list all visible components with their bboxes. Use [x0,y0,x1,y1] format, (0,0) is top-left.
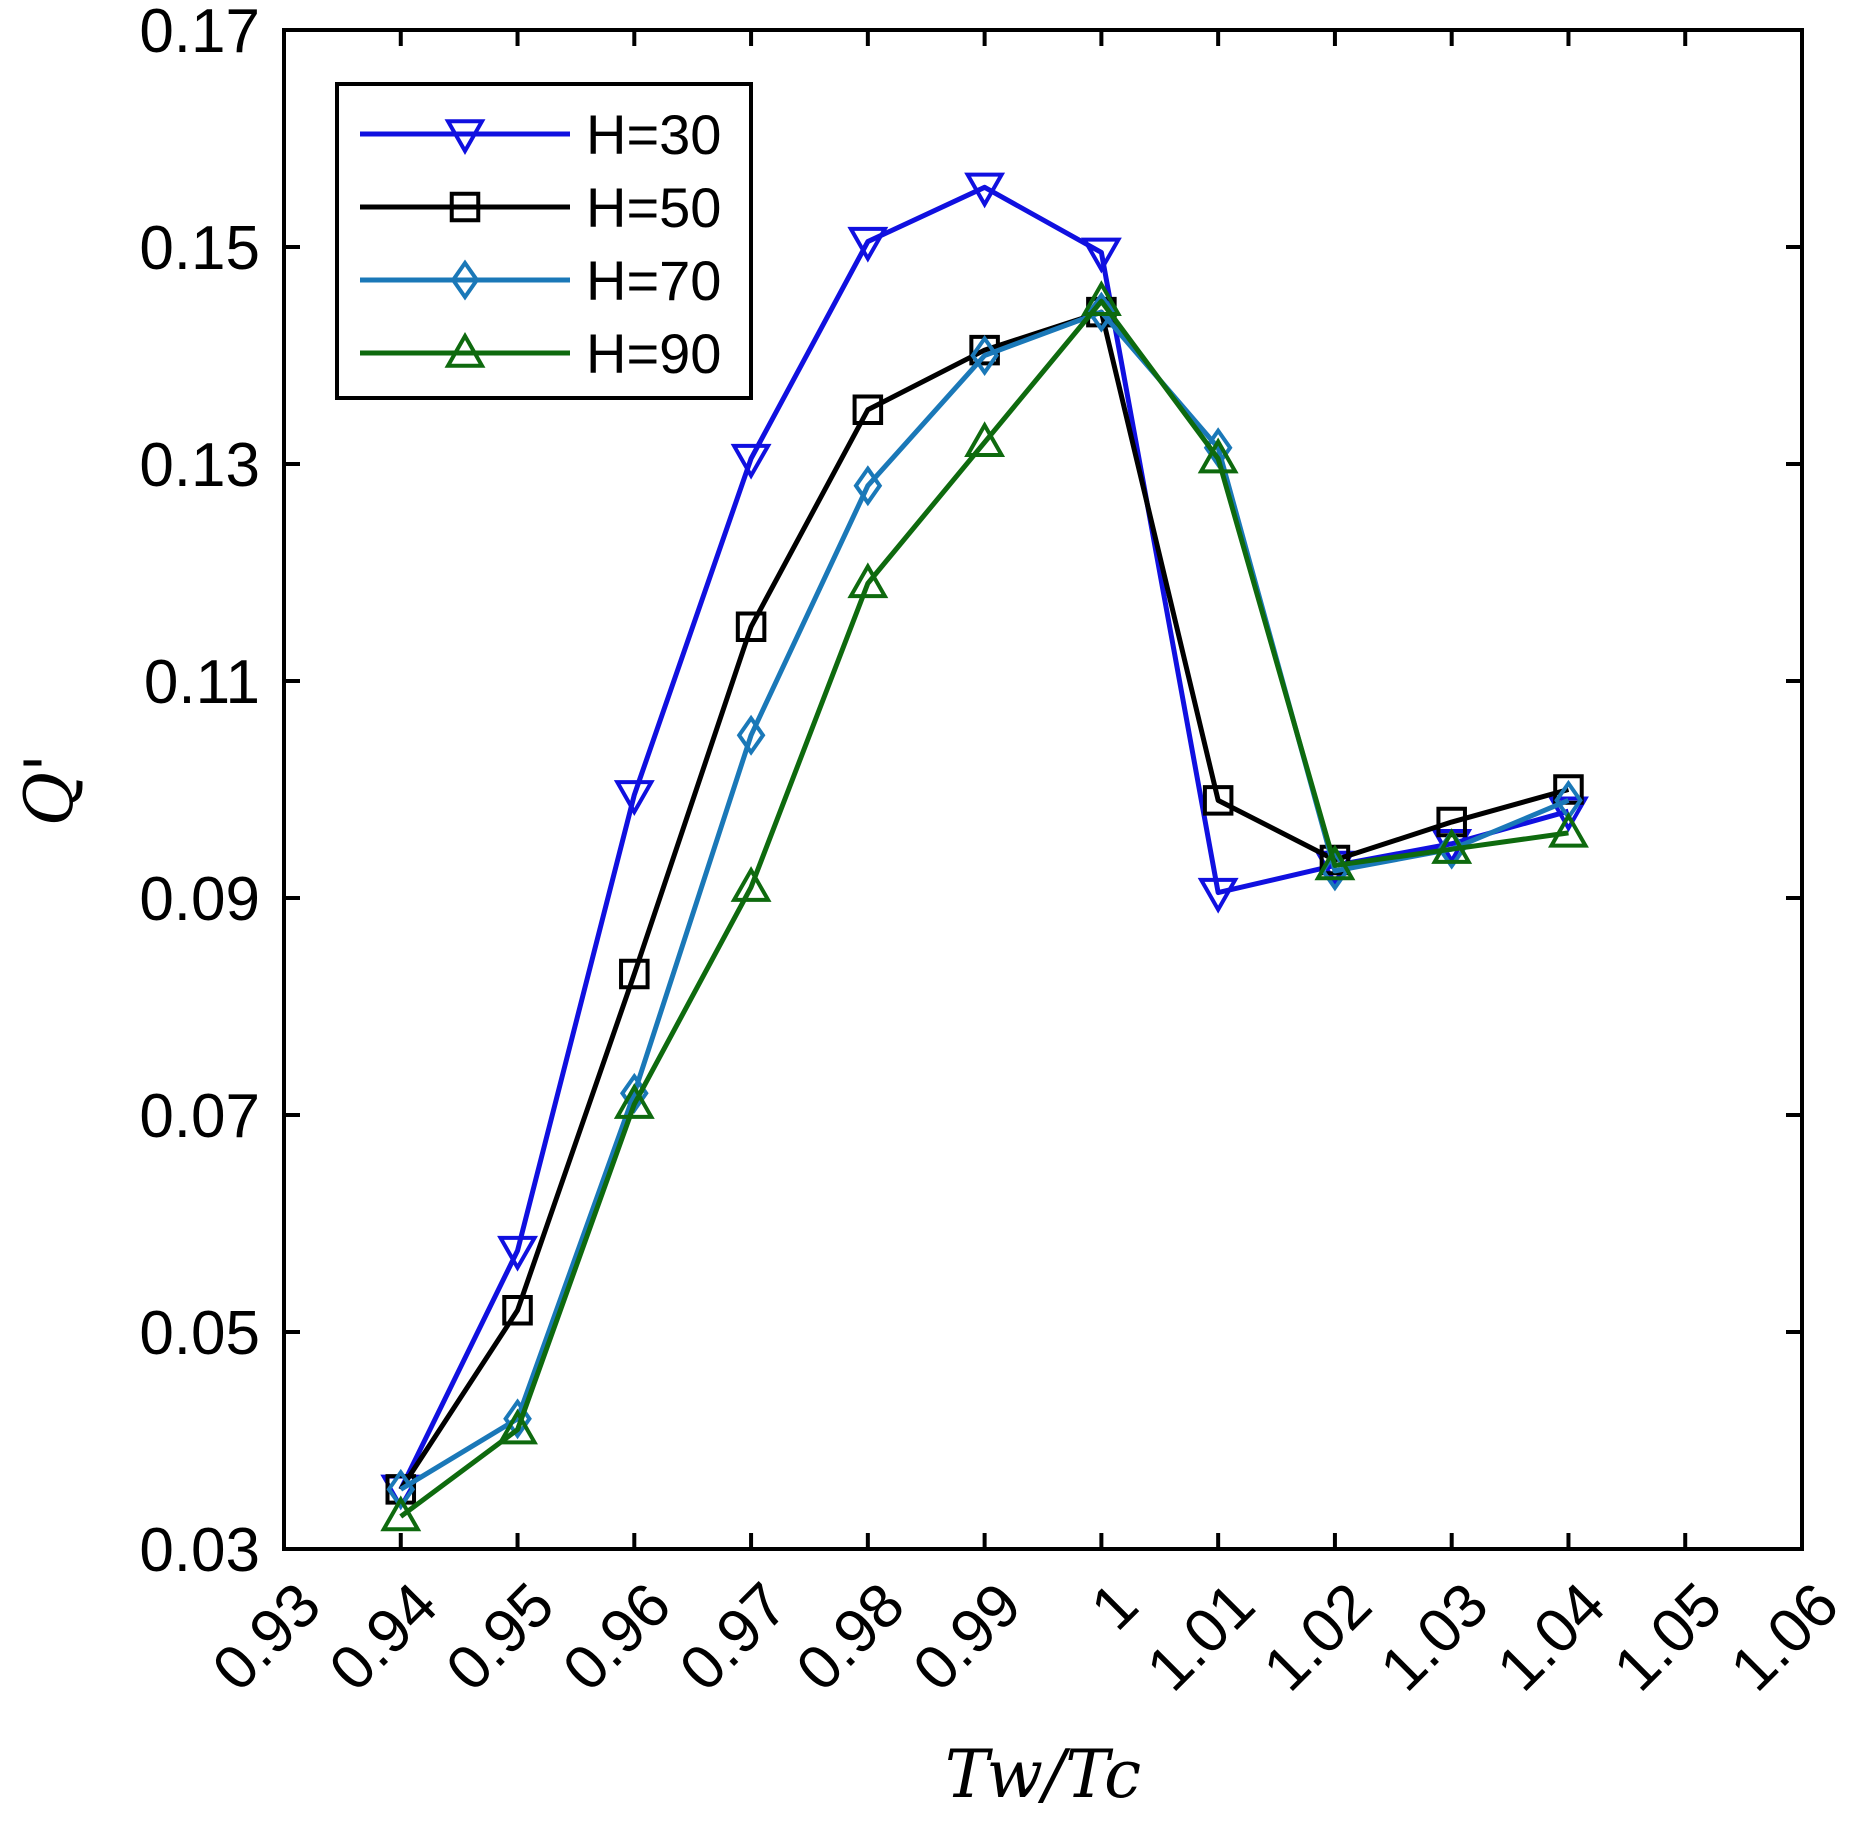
y-tick-label: 0.03 [139,1516,260,1585]
data-point [1202,785,1234,816]
legend-label: H=30 [586,103,721,166]
data-point [613,780,655,816]
y-tick-label: 0.07 [139,1082,260,1151]
data-point [730,443,772,480]
series-h-90 [380,280,1589,1532]
data-point [736,714,766,756]
x-tick-label: 0.95 [433,1570,567,1704]
y-tick-label: 0.09 [139,865,260,934]
x-tick-label: 0.93 [200,1570,334,1704]
data-point [1080,237,1122,274]
x-tick-label: 0.98 [784,1570,918,1704]
series-layer [380,172,1589,1532]
series-line [399,298,1569,1519]
x-tick-label: 1.03 [1367,1570,1501,1704]
data-point [386,1468,416,1510]
legend-marker [450,259,480,301]
y-axis-title: Q' [11,754,88,826]
x-tick-label: 1.02 [1251,1570,1385,1704]
legend-label: H=50 [586,176,721,239]
x-tick-label: 1 [1078,1570,1151,1643]
data-point [853,465,883,507]
x-tick-label: 0.96 [550,1570,684,1704]
data-point [847,562,889,599]
plot-frame [282,28,1804,1551]
data-point [502,1295,533,1326]
y-tick-label: 0.17 [139,0,260,66]
series-line [399,309,1570,1492]
data-point [735,611,767,643]
data-point [1548,796,1589,833]
data-point [730,866,772,902]
data-point [619,958,650,990]
x-tick-label: 1.06 [1718,1570,1851,1704]
x-tick-label: 1.04 [1484,1570,1618,1704]
legend-marker [449,191,481,223]
data-point [852,394,884,426]
legend: H=30 H=50 H=70 H=90 [335,82,753,400]
data-point [1087,291,1116,333]
y-tick-label: 0.13 [139,431,260,500]
data-point [1080,280,1122,316]
series-line [398,309,1570,1491]
data-point [1197,877,1239,914]
y-tick-label: 0.11 [144,648,260,717]
data-point [970,335,999,376]
legend-label: H=90 [586,322,721,385]
data-point [1553,774,1584,805]
x-tick-label: 1.05 [1601,1570,1735,1704]
x-tick-label: 1.01 [1134,1570,1268,1704]
data-point [1436,806,1467,838]
legend-marker [444,331,486,368]
data-point [497,1408,538,1445]
data-point [1548,811,1589,848]
x-tick-label: 0.99 [900,1570,1034,1704]
x-tick-label: 0.94 [317,1570,451,1704]
data-point [1197,437,1239,474]
data-point [964,421,1006,458]
legend-label: H=70 [586,249,721,312]
data-point [964,172,1006,209]
data-point [380,1495,422,1532]
data-point [847,226,889,263]
data-point [1431,828,1473,864]
data-point [497,1235,538,1272]
data-point [613,1083,655,1119]
data-point [1314,844,1356,881]
legend-marker [444,119,486,156]
x-tick-label: 0.97 [667,1570,801,1704]
y-tick-label: 0.15 [139,214,260,283]
y-tick-label: 0.05 [139,1299,260,1368]
x-axis-title: Tw/Tc [945,1736,1141,1813]
